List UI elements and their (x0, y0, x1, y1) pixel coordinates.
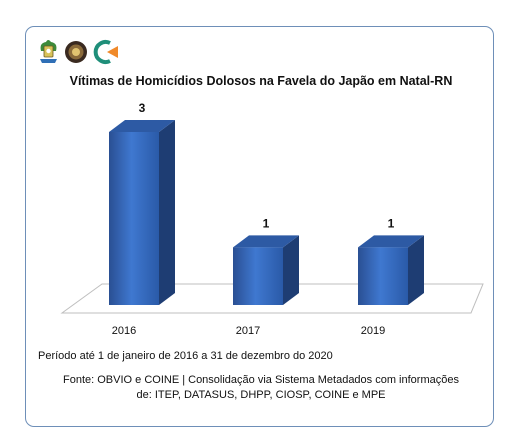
data-label: 1 (263, 216, 270, 230)
bar-side (408, 235, 424, 305)
source-line-1: Fonte: OBVIO e COINE | Consolidação via … (63, 374, 459, 386)
state-coat-of-arms-icon (40, 40, 57, 63)
chart-title: Vítimas de Homicídios Dolosos na Favela … (69, 74, 453, 88)
bar-top (233, 235, 299, 248)
obvio-logo-icon (93, 40, 118, 64)
bar-top (358, 235, 424, 248)
bar (109, 132, 159, 305)
data-label: 3 (139, 101, 146, 115)
bar-side (159, 120, 175, 305)
logo-strip (40, 40, 118, 64)
chart-card (25, 26, 494, 427)
bar-side (283, 235, 299, 305)
bar (358, 247, 408, 305)
data-label: 1 (388, 216, 395, 230)
x-tick-label: 2019 (361, 325, 385, 337)
source-line-2: de: ITEP, DATASUS, DHPP, CIOSP, COINE e … (136, 389, 386, 401)
source-note: Fonte: OBVIO e COINE | Consolidação via … (30, 373, 492, 403)
period-note: Período até 1 de janeiro de 2016 a 31 de… (38, 350, 333, 362)
x-tick-label: 2016 (112, 325, 136, 337)
x-tick-label: 2017 (236, 325, 260, 337)
bar-top (109, 120, 175, 132)
police-badge-icon (65, 41, 87, 63)
bar (233, 247, 283, 305)
